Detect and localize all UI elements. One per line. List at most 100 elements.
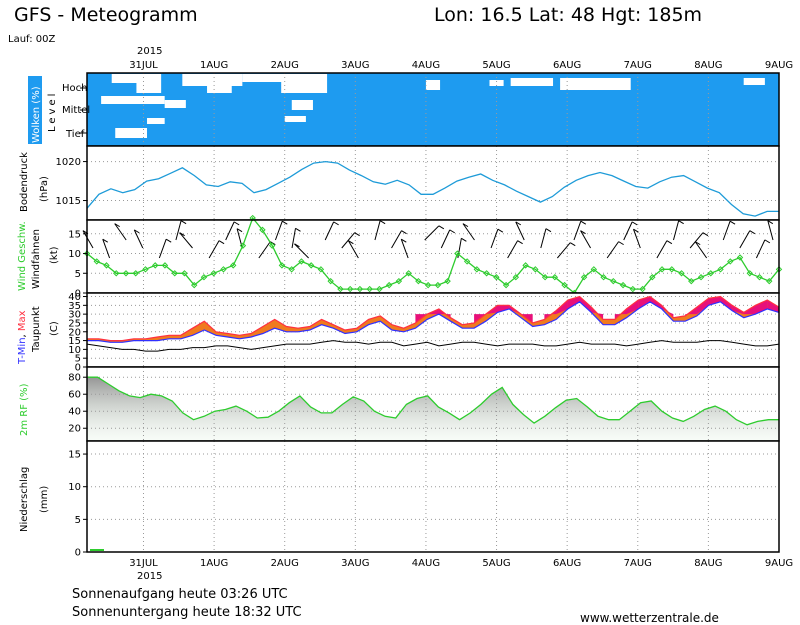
wind-barb-feather: [633, 228, 639, 233]
wind-speed-point: [483, 270, 490, 277]
bottom-date-9AUG: 9AUG: [765, 558, 793, 569]
precip-unit-label: (mm): [39, 486, 50, 513]
clear-sky-patch: [164, 100, 186, 108]
wind-speed-point: [405, 270, 412, 277]
wind-barb-feather: [333, 221, 339, 226]
sunset-text: Sonnenuntergang heute 18:32 UTC: [72, 605, 302, 620]
precip-tick-5: 5: [75, 515, 81, 526]
wind-speed-point: [346, 285, 354, 293]
bottom-date-3AUG: 3AUG: [341, 558, 369, 569]
wind-speed-point: [161, 262, 169, 269]
top-date-7AUG: 7AUG: [624, 60, 652, 71]
wind-barb-feather: [694, 241, 701, 246]
wind-barb: [490, 229, 499, 249]
temp-unit-label: (C): [49, 321, 60, 336]
wind-speed-point: [561, 281, 568, 289]
wind-barb-feather: [179, 232, 185, 237]
wind-speed-point: [580, 274, 588, 281]
pressure-line: [86, 160, 779, 217]
wind-speed-point: [668, 266, 675, 273]
location-info: Lon: 16.5 Lat: 48 Hgt: 185m: [434, 4, 702, 26]
temp-tick-35: 35: [68, 301, 81, 312]
clear-sky-patch: [425, 80, 441, 90]
pressure-tick-1015: 1015: [56, 196, 81, 207]
bottom-date-1AUG: 1AUG: [200, 558, 228, 569]
temp-hot-fill: [696, 298, 709, 315]
clear-sky-patch: [743, 78, 765, 85]
wind-barb: [175, 220, 182, 241]
wind-speed-point: [756, 274, 763, 281]
wind-barb-feather: [180, 220, 187, 225]
wind-speed-point: [678, 270, 685, 277]
wind-speed-point: [649, 274, 656, 281]
humidity-area: [87, 377, 779, 441]
bottom-date-axis: 31JUL 1AUG 2AUG 3AUG 4AUG 5AUG 6AUG 7AUG 8AUG 9AU…: [129, 558, 793, 569]
page-title: GFS - Meteogramm: [14, 4, 198, 26]
wind-tick-5: 5: [75, 269, 81, 280]
wind-speed-point: [639, 285, 646, 293]
wind-barb: [755, 239, 766, 259]
wind-barb-feather: [749, 230, 756, 235]
wind-barb: [557, 242, 571, 259]
wind-barb: [440, 229, 451, 249]
wind-speed-point: [502, 281, 510, 289]
wind-barb: [225, 221, 235, 241]
wind-barb-feather: [134, 229, 140, 234]
wind-barb: [633, 229, 641, 249]
wind-speed-point: [132, 270, 139, 277]
wind-speed-point: [122, 270, 130, 277]
humidity-panel: 20 40 60 80 2m RF (%): [19, 366, 780, 442]
clear-sky-patch: [510, 78, 554, 86]
precip-tick-15: 15: [68, 450, 81, 461]
temp-hot-fill: [650, 296, 662, 309]
wind-barb-feather: [282, 220, 288, 225]
wind-speed-point: [356, 285, 364, 293]
wind-speed-point: [424, 281, 432, 289]
wind-barb-feather: [569, 242, 576, 247]
wind-speed-point: [181, 270, 188, 277]
wind-barb-feather: [295, 227, 301, 232]
clear-sky-patch: [560, 78, 631, 90]
top-date-6AUG: 6AUG: [553, 60, 581, 71]
wind-barb: [623, 221, 633, 241]
wind-barb-feather: [233, 221, 240, 226]
wind-barb: [179, 232, 193, 249]
wind-speed-point: [239, 242, 247, 249]
wind-speed-point: [522, 262, 529, 269]
clear-sky-patch: [101, 96, 165, 104]
wind-barb-feather: [218, 240, 225, 245]
bottom-date-6AUG: 6AUG: [553, 558, 581, 569]
temp-tick-30: 30: [68, 310, 81, 321]
wind-speed-point: [395, 277, 403, 285]
wind-speed-point: [385, 281, 393, 289]
clear-sky-patch: [182, 74, 243, 86]
wind-barb: [374, 220, 381, 241]
wind-barb: [689, 232, 704, 249]
wind-barb-feather: [348, 240, 354, 245]
wind-speed-point: [337, 285, 344, 293]
wind-barb-feather: [764, 239, 771, 244]
model-run: Lauf: 00Z: [8, 34, 55, 45]
sunrise-text: Sonnenaufgang heute 03:26 UTC: [72, 587, 288, 602]
wind-barb-feather: [517, 240, 523, 245]
wind-barb-feather: [461, 237, 467, 242]
temp-tick-20: 20: [68, 327, 81, 338]
bottom-date-8AUG: 8AUG: [694, 558, 722, 569]
humidity-line: [87, 376, 779, 426]
wind-barb: [291, 228, 296, 249]
wind-speed-point: [707, 270, 714, 277]
temp-tick-25: 25: [68, 318, 81, 329]
humidity-tick-80: 80: [68, 373, 81, 384]
temp-hot-fill: [497, 305, 510, 313]
wind-barb: [133, 229, 144, 249]
wind-barb-feather: [678, 220, 684, 225]
pressure-panel: 1015 1020 Bodendruck (hPa): [19, 145, 780, 221]
wind-barb-feather: [236, 228, 243, 233]
dewpoint-line: [86, 340, 780, 352]
wind-speed-point: [629, 285, 637, 293]
precip-tick-0: 0: [75, 548, 81, 559]
wind-barb-feather: [114, 223, 120, 228]
wind-barb: [258, 241, 271, 259]
top-date-5AUG: 5AUG: [482, 60, 510, 71]
wind-barb: [424, 225, 440, 241]
